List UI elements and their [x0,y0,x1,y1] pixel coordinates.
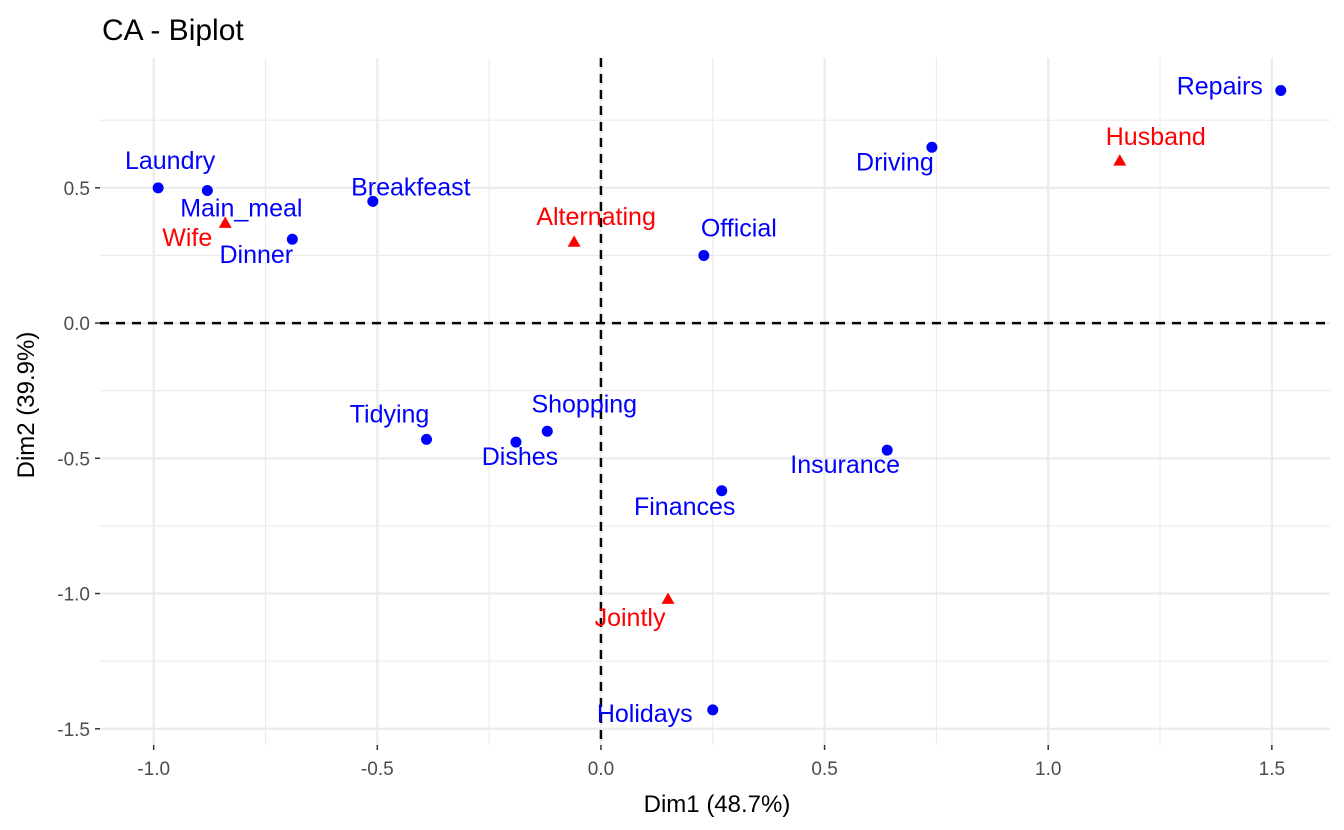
point-triangle [661,592,675,604]
point-label: Official [701,214,777,242]
point-label: Alternating [536,203,656,231]
point-circle [707,704,719,716]
point-label: Breakfeast [351,173,471,201]
point-circle [698,249,710,261]
point-label: Jointly [595,604,666,632]
point-label: Repairs [1177,72,1263,100]
point-circle [1275,84,1287,96]
point-label: Tidying [350,400,430,428]
point-label: Laundry [125,147,216,175]
y-tick-label: 0.0 [64,314,90,335]
x-tick-label: 0.5 [811,759,837,780]
y-tick-label: -1.0 [57,585,90,606]
point-label: Finances [634,493,735,521]
x-tick-label: -1.0 [137,759,170,780]
point-circle [926,141,938,153]
point-circle [286,233,298,245]
point-label: Holidays [597,700,693,728]
point-circle [152,182,164,194]
point-circle [421,433,433,445]
point-circle [716,485,728,497]
point-label: Driving [856,148,934,176]
point-circle [881,444,893,456]
point-triangle [567,235,581,247]
y-tick-label: -1.5 [57,720,90,741]
y-tick-label: -0.5 [57,449,90,470]
y-axis-title: Dim2 (39.9%) [13,332,40,479]
point-circle [367,195,379,207]
point-circle [201,185,213,197]
reference-lines [100,58,1330,745]
data-points [152,84,1287,716]
point-label: Shopping [531,390,637,418]
x-tick-label: 1.5 [1259,759,1285,780]
point-circle [541,425,553,437]
point-labels: Laundry Main_meal Dinner Breakfeast Tidying D… [125,72,1263,727]
x-tick-label: 0.0 [588,759,614,780]
point-label: Wife [162,224,212,252]
point-triangle [1113,154,1127,166]
x-tick-label: -0.5 [361,759,394,780]
y-tick-label: 0.5 [64,179,90,200]
axis-ticks: -1.0 -0.5 0.0 0.5 1.0 1.5 -1.5 -1.0 -0.5 0.0 0.5 [57,179,1285,780]
x-axis-title: Dim1 (48.7%) [644,791,791,818]
point-triangle [218,216,232,228]
grid-lines [100,58,1330,745]
chart-title: CA - Biplot [102,14,244,47]
x-tick-label: 1.0 [1035,759,1061,780]
point-circle [510,436,522,448]
point-label: Husband [1106,123,1206,151]
point-label: Dinner [219,241,293,269]
point-label: Main_meal [180,195,302,223]
point-label: Insurance [790,451,900,479]
point-label: Dishes [482,443,558,471]
